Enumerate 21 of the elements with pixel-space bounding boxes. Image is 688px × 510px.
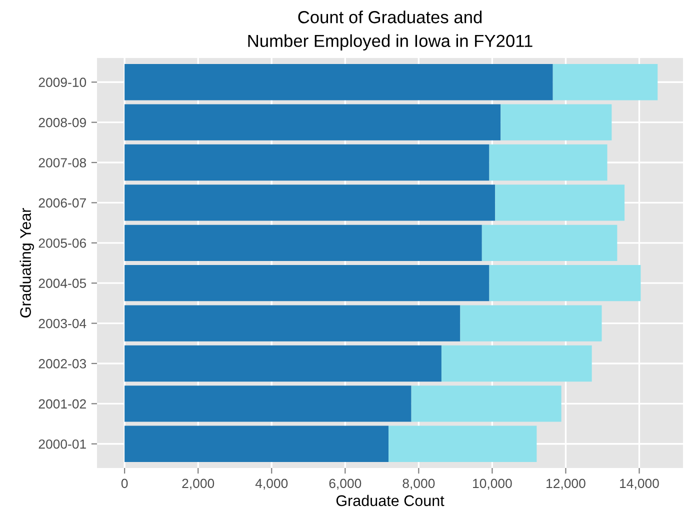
x-tick-label: 8,000: [402, 478, 435, 490]
y-tick-label: 2005-06: [38, 238, 86, 248]
y-tick-label: 2002-03: [38, 359, 86, 368]
x-axis-title: Graduate Count: [336, 494, 444, 506]
y-tick-label: 2001-02: [38, 399, 86, 409]
x-tick-label: 12,000: [546, 478, 586, 490]
x-tick-label: 6,000: [329, 478, 362, 490]
y-tick-label: 2009-10: [38, 78, 86, 88]
y-tick-label: 2007-08: [38, 158, 86, 168]
y-tick-label: 2006-07: [38, 198, 86, 208]
x-tick-label: 4,000: [255, 478, 288, 490]
x-tick-label: 14,000: [620, 478, 659, 490]
y-axis-title: Graduating Year: [20, 208, 34, 318]
y-tick-label: 2008-09: [38, 118, 86, 128]
chart-title: Count of Graduates and Number Employed in Iowa in FY2011: [248, 10, 532, 50]
x-tick-label: 10,000: [473, 478, 512, 490]
x-tick-label: 0: [121, 478, 128, 488]
y-tick-label: 2004-05: [38, 278, 86, 288]
y-tick-label: 2000-01: [38, 439, 86, 449]
x-tick-label: 2,000: [182, 478, 214, 490]
y-tick-label: 2003-04: [38, 318, 86, 328]
